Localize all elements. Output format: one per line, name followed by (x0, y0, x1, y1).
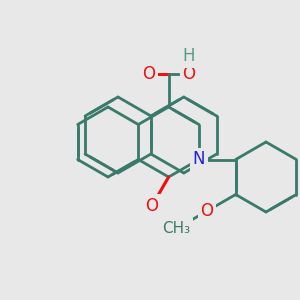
Text: CH₃: CH₃ (163, 221, 190, 236)
Text: O: O (182, 65, 195, 83)
Text: O: O (146, 197, 158, 215)
Text: O: O (200, 202, 213, 220)
Text: O: O (142, 65, 155, 83)
Text: H: H (183, 47, 195, 65)
Text: N: N (193, 151, 205, 169)
